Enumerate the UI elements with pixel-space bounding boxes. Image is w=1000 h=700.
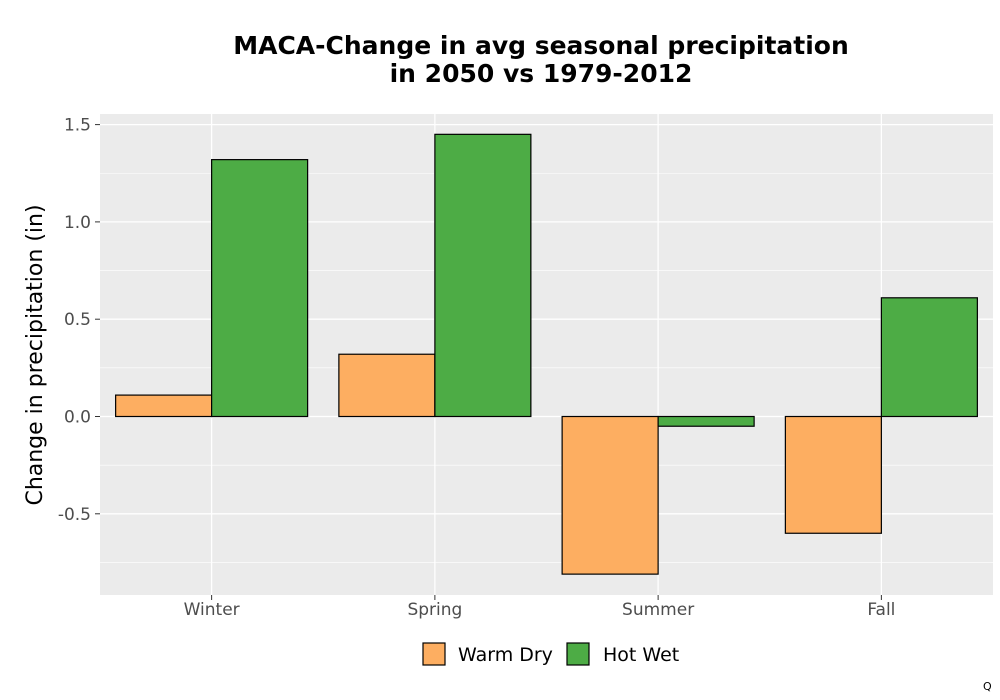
legend-label-hot-wet: Hot Wet [603,644,679,666]
bar-warm-dry-winter [115,394,213,418]
bar-warm-dry-summer [561,415,659,575]
y-tick-label: 0.0 [64,408,91,428]
y-axis-ticks: -0.5 0.0 0.5 1.0 1.5 [58,116,100,525]
y-tick-label: -0.5 [58,505,91,525]
corner-mark: Q [983,680,992,693]
chart-title-line-2: in 2050 vs 1979-2012 [390,59,693,88]
x-tick-label: Winter [184,600,240,620]
x-tick-label: Fall [867,600,895,620]
legend-swatch-hot-wet [566,642,590,666]
y-tick-label: 1.0 [64,213,91,233]
x-tick-label: Summer [622,600,694,620]
legend: Warm Dry Hot Wet [422,642,679,666]
bar-hot-wet-fall [880,297,978,418]
bar-warm-dry-spring [338,353,436,418]
legend-label-warm-dry: Warm Dry [458,644,553,666]
bar-hot-wet-spring [434,133,532,418]
legend-swatch-warm-dry [422,642,446,666]
bar-warm-dry-fall [784,415,882,534]
bar-hot-wet-summer [657,415,755,427]
y-axis-title: Change in precipitation (in) [23,204,48,505]
bar-hot-wet-winter [211,159,309,418]
y-tick-label: 1.5 [64,116,91,136]
bars [115,133,978,575]
x-axis-ticks: Winter Spring Summer Fall [184,595,895,620]
y-tick-label: 0.5 [64,310,91,330]
chart-title-line-1: MACA-Change in avg seasonal precipitatio… [233,31,849,60]
x-tick-label: Spring [407,600,462,620]
